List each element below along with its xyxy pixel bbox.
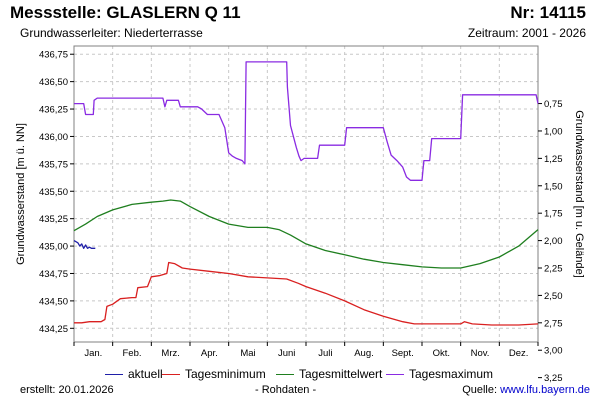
x-tick-label: Juni [278, 348, 295, 359]
y-right-tick-label: 2,75 [544, 318, 563, 329]
series-line-tagesmaximum [74, 61, 539, 181]
y-left-tick-label: 434,25 [39, 324, 68, 335]
raw-data-note: - Rohdaten - [255, 384, 317, 396]
y-left-tick-label: 436,25 [39, 105, 68, 116]
series-line-tagesminimum [74, 261, 539, 326]
y-axis-title-left: Grundwasserstand [m ü. NN] [15, 123, 27, 265]
y-right-tick-label: 1,25 [544, 154, 563, 165]
legend-item-tagesminimum: Tagesminimum [162, 367, 266, 381]
y-right-tick-label: 2,50 [544, 291, 563, 302]
legend-item-aktuell: aktuell [105, 367, 163, 381]
y-left-tick-label: 435,00 [39, 242, 68, 253]
legend-label-tagesmittelwert: Tagesmittelwert [299, 367, 383, 381]
aquifer-label: Grundwasserleiter: Niederterrasse [20, 26, 203, 40]
station-number: Nr: 14115 [510, 3, 586, 22]
source-credit: Quelle: www.lfu.bayern.de [462, 384, 590, 396]
source-link[interactable]: www.lfu.bayern.de [500, 384, 590, 396]
y-left-tick-label: 434,50 [39, 296, 68, 307]
created-date: erstellt: 20.01.2026 [20, 384, 114, 396]
x-tick-label: Sept. [392, 348, 414, 359]
source-label: Quelle: [462, 384, 501, 396]
y-right-tick-label: 3,25 [544, 373, 563, 384]
y-right-tick-label: 0,75 [544, 99, 563, 110]
y-right-tick-label: 1,75 [544, 209, 563, 220]
x-tick-label: Aug. [354, 348, 374, 359]
x-tick-label: Nov. [471, 348, 490, 359]
x-tick-label: Okt. [433, 348, 450, 359]
y-right-tick-label: 2,25 [544, 264, 563, 275]
legend-item-tagesmittelwert: Tagesmittelwert [276, 367, 382, 381]
x-tick-label: Jan. [84, 348, 102, 359]
legend-swatch-tagesminimum [162, 373, 180, 375]
x-tick-label: Mai [240, 348, 255, 359]
y-left-tick-label: 434,75 [39, 269, 68, 280]
x-tick-label: Juli [318, 348, 332, 359]
legend-label-tagesminimum: Tagesminimum [185, 367, 266, 381]
y-axis-title-right: Grundwasserstand [m u. Gelände] [573, 110, 585, 278]
x-tick-label: Feb. [122, 348, 141, 359]
period-label: Zeitraum: 2001 - 2026 [467, 26, 586, 40]
y-left-tick-label: 436,00 [39, 132, 68, 143]
legend-label-aktuell: aktuell [128, 367, 163, 381]
series-line-aktuell [73, 240, 96, 249]
y-left-tick-label: 436,50 [39, 77, 68, 88]
y-right-tick-label: 2,00 [544, 236, 563, 247]
y-right-tick-label: 1,00 [544, 126, 563, 137]
legend-swatch-aktuell [105, 373, 123, 375]
y-right-tick-label: 3,00 [544, 346, 563, 357]
legend-swatch-tagesmittelwert [276, 373, 294, 375]
y-left-tick-label: 435,50 [39, 187, 68, 198]
y-left-tick-label: 435,75 [39, 159, 68, 170]
x-tick-label: Dez. [509, 348, 529, 359]
legend-label-tagesmaximum: Tagesmaximum [409, 367, 494, 381]
y-left-tick-label: 436,75 [39, 50, 68, 61]
legend-item-tagesmaximum: Tagesmaximum [386, 367, 493, 381]
legend-swatch-tagesmaximum [386, 373, 404, 375]
series-line-tagesmittelwert [73, 199, 539, 269]
y-right-tick-label: 1,50 [544, 181, 563, 192]
y-left-tick-label: 435,25 [39, 214, 68, 225]
page-title: Messstelle: GLASLERN Q 11 [10, 3, 241, 22]
x-tick-label: Mrz. [161, 348, 179, 359]
x-tick-label: Apr. [201, 348, 218, 359]
